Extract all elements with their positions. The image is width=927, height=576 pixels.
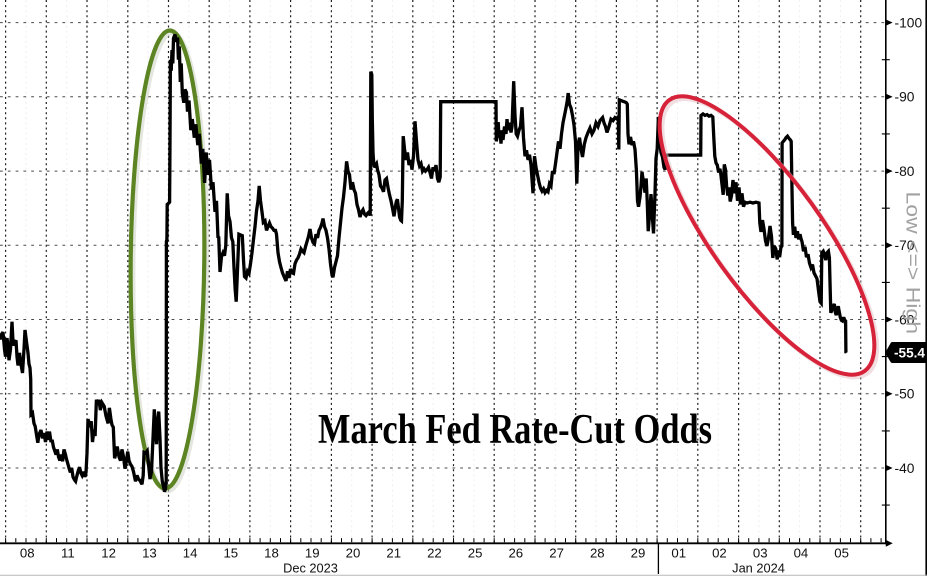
svg-text:13: 13	[142, 546, 157, 561]
svg-text:Dec 2023: Dec 2023	[283, 561, 338, 576]
svg-text:21: 21	[386, 546, 401, 561]
svg-text:March Fed Rate-Cut Odds: March Fed Rate-Cut Odds	[318, 407, 712, 453]
svg-text:04: 04	[794, 546, 809, 561]
svg-text:-80: -80	[895, 164, 915, 179]
svg-text:29: 29	[631, 546, 646, 561]
svg-text:26: 26	[508, 546, 523, 561]
svg-text:12: 12	[101, 546, 116, 561]
svg-text:03: 03	[753, 546, 768, 561]
svg-text:05: 05	[834, 546, 849, 561]
svg-text:-55.4: -55.4	[894, 346, 925, 361]
svg-text:-50: -50	[895, 387, 915, 402]
svg-text:14: 14	[183, 546, 198, 561]
svg-text:28: 28	[590, 546, 605, 561]
svg-text:Jan 2024: Jan 2024	[732, 561, 785, 576]
svg-text:25: 25	[468, 546, 483, 561]
svg-text:-40: -40	[895, 461, 915, 476]
svg-text:02: 02	[712, 546, 727, 561]
svg-text:22: 22	[427, 546, 442, 561]
svg-text:11: 11	[61, 546, 75, 561]
svg-text:-70: -70	[895, 238, 915, 253]
svg-text:08: 08	[20, 546, 35, 561]
svg-text:01: 01	[671, 546, 686, 561]
svg-text:15: 15	[223, 546, 238, 561]
svg-text:-60: -60	[895, 312, 915, 327]
svg-text:-100: -100	[895, 15, 923, 30]
svg-text:27: 27	[549, 546, 564, 561]
svg-text:18: 18	[264, 546, 279, 561]
svg-text:-90: -90	[895, 90, 915, 105]
svg-text:Low <=> High: Low <=> High	[902, 192, 923, 335]
svg-text:20: 20	[346, 546, 361, 561]
svg-text:19: 19	[305, 546, 320, 561]
